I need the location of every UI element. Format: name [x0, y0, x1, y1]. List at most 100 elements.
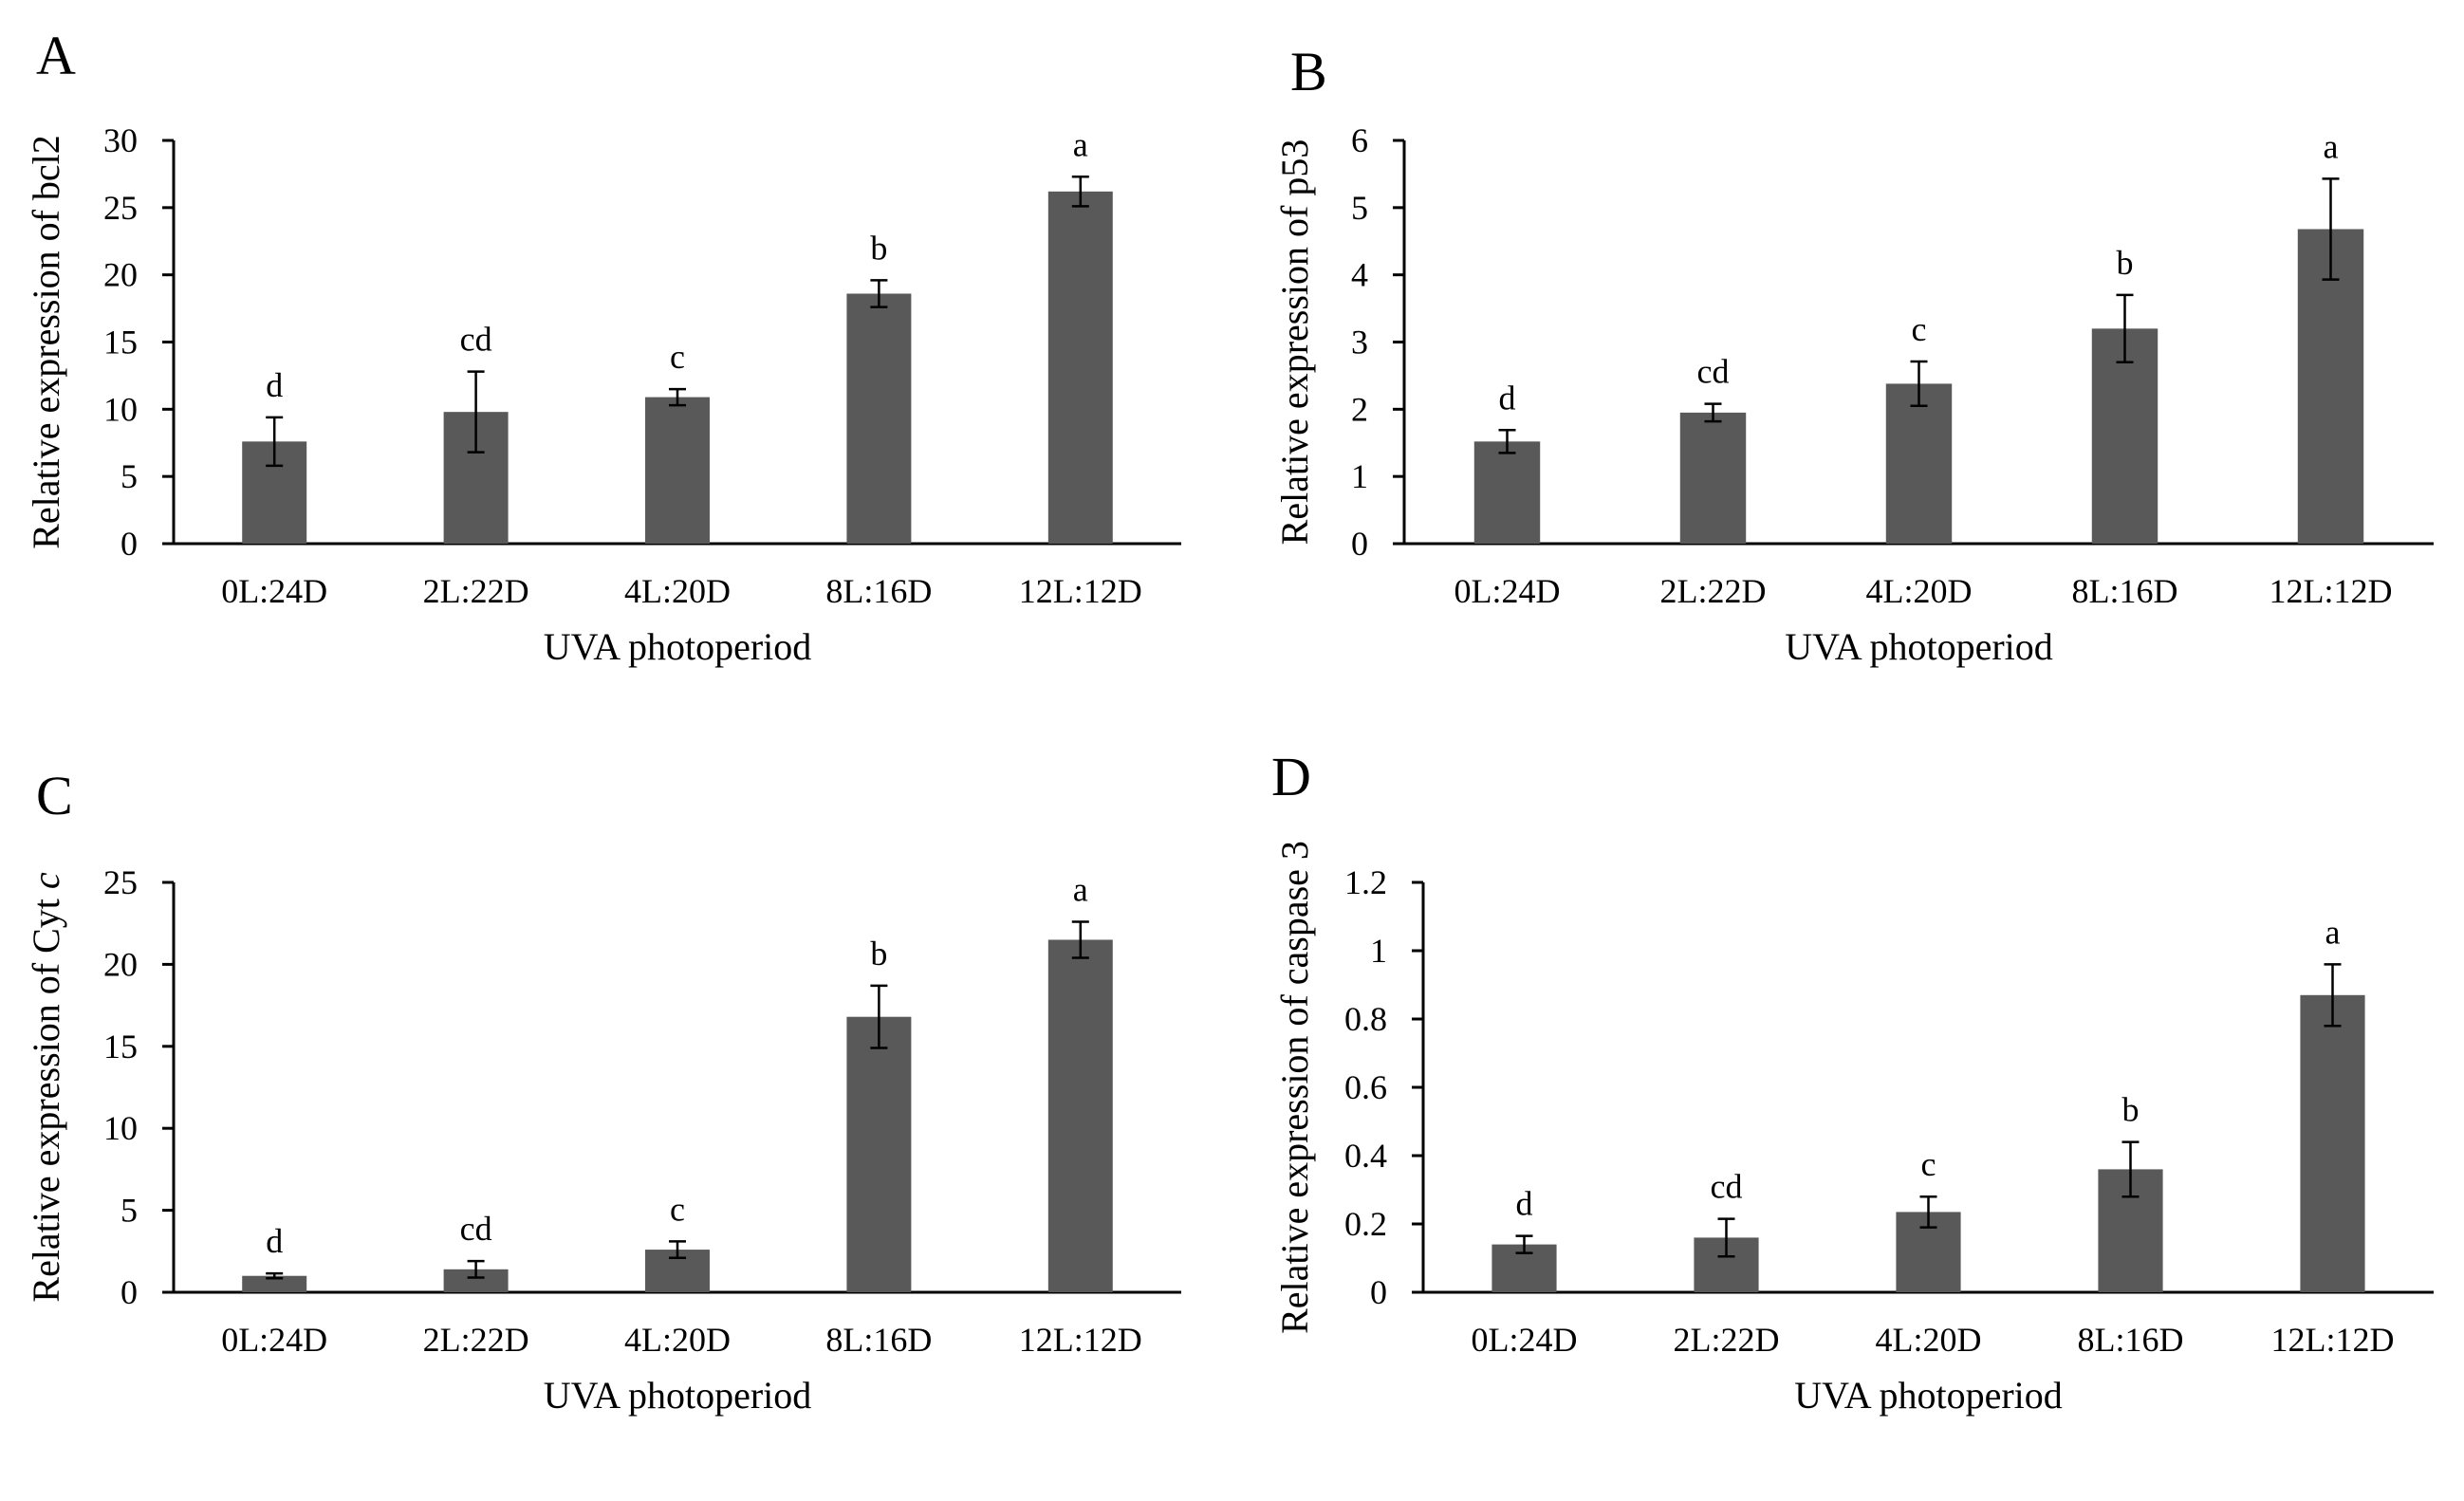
x-tick-label: 8L:16D — [2078, 1321, 2184, 1359]
y-tick-label: 25 — [103, 863, 138, 901]
y-tick-label: 6 — [1351, 121, 1368, 159]
significance-label: c — [1912, 310, 1927, 348]
x-tick-label: 4L:20D — [624, 1321, 731, 1359]
error-bar — [870, 279, 888, 308]
x-tick-label: 12L:12D — [2269, 572, 2393, 610]
panel-label: B — [1290, 41, 1327, 102]
y-tick-label: 20 — [103, 945, 138, 983]
x-tick-label: 8L:16D — [2072, 572, 2178, 610]
panel-a: A 0 5 10 15 20 25 30 d 0L:24D cd 2L:22D c 4L:20D b 8L:1… — [25, 25, 1181, 668]
y-tick-label: 25 — [103, 189, 138, 227]
error-bar — [2324, 963, 2342, 1028]
significance-label: cd — [460, 1210, 492, 1248]
y-tick-label: 4 — [1351, 256, 1368, 294]
y-tick-label: 0.8 — [1344, 1000, 1387, 1038]
significance-label: a — [1073, 870, 1088, 908]
significance-label: c — [670, 338, 685, 376]
error-bar — [669, 387, 686, 407]
x-tick-label: 4L:20D — [1866, 572, 1973, 610]
panel-c: C 0 5 10 15 20 25 d 0L:24D cd 2L:22D c 4L:20D b 8L:16D… — [25, 765, 1181, 1417]
y-tick-label: 30 — [103, 121, 138, 159]
significance-label: cd — [1711, 1168, 1743, 1206]
significance-label: a — [2324, 127, 2339, 165]
panel-label: D — [1271, 746, 1311, 807]
bar — [242, 1275, 307, 1292]
significance-label: b — [2117, 244, 2134, 282]
bar — [1047, 191, 1113, 545]
error-bar — [1071, 920, 1089, 959]
error-bar — [1498, 429, 1516, 454]
y-tick-label: 0 — [120, 525, 138, 563]
x-tick-label: 12L:12D — [1019, 572, 1142, 610]
significance-label: cd — [460, 321, 492, 359]
x-tick-label: 2L:22D — [1660, 572, 1767, 610]
y-axis-title-italic: c — [25, 872, 67, 889]
panel-b: B 0 1 2 3 4 5 6 d 0L:24D cd 2L:22D c 4L:20D b 8L:16D a 12… — [1273, 41, 2434, 668]
error-bar — [467, 1259, 485, 1279]
bar — [2297, 229, 2364, 544]
x-tick-label: 8L:16D — [825, 572, 932, 610]
error-bar — [870, 984, 888, 1049]
significance-label: c — [1921, 1145, 1936, 1183]
bar — [645, 397, 710, 544]
y-tick-label: 5 — [120, 457, 138, 495]
y-tick-label: 1 — [1370, 932, 1387, 970]
error-bar — [266, 416, 284, 468]
y-tick-label: 0.4 — [1344, 1137, 1387, 1175]
error-bar — [669, 1240, 686, 1259]
y-tick-label: 15 — [103, 1028, 138, 1066]
y-tick-label: 3 — [1351, 324, 1368, 361]
error-bar — [266, 1271, 284, 1280]
x-tick-label: 0L:24D — [1454, 572, 1561, 610]
bar — [1047, 939, 1113, 1292]
x-axis-title: UVA photoperiod — [544, 1374, 812, 1417]
error-bar — [467, 370, 485, 454]
bar — [846, 1016, 912, 1292]
bar — [2300, 994, 2365, 1292]
y-tick-label: 5 — [1351, 189, 1368, 227]
significance-label: a — [2325, 913, 2341, 951]
y-axis-title: Relative expression of caspase 3 — [1273, 841, 1316, 1334]
y-tick-label: 0.6 — [1344, 1068, 1387, 1106]
significance-label: c — [670, 1190, 685, 1228]
y-tick-label: 10 — [103, 390, 138, 428]
error-bar — [2322, 177, 2340, 281]
bar — [846, 293, 912, 544]
x-tick-label: 12L:12D — [2271, 1321, 2395, 1359]
significance-label: d — [266, 366, 283, 404]
y-tick-label: 2 — [1351, 390, 1368, 428]
y-tick-label: 0 — [1351, 525, 1368, 563]
significance-label: d — [1516, 1185, 1533, 1223]
panel-label: C — [36, 765, 73, 826]
x-tick-label: 0L:24D — [221, 1321, 327, 1359]
y-tick-label: 20 — [103, 256, 138, 294]
error-bar — [1071, 176, 1089, 208]
y-tick-label: 10 — [103, 1109, 138, 1147]
panel-label: A — [36, 25, 76, 86]
y-tick-label: 5 — [120, 1192, 138, 1230]
error-bar — [1704, 402, 1722, 423]
x-tick-label: 4L:20D — [624, 572, 731, 610]
significance-label: d — [266, 1222, 283, 1260]
x-axis-title: UVA photoperiod — [1794, 1374, 2063, 1417]
x-tick-label: 2L:22D — [423, 572, 529, 610]
x-tick-label: 4L:20D — [1876, 1321, 1982, 1359]
x-tick-label: 12L:12D — [1019, 1321, 1142, 1359]
error-bar — [2116, 293, 2134, 363]
error-bar — [1910, 360, 1928, 408]
y-axis-title: Relative expression of p53 — [1273, 139, 1316, 546]
x-tick-label: 8L:16D — [825, 1321, 932, 1359]
x-axis-title: UVA photoperiod — [1785, 625, 2053, 668]
significance-label: b — [2122, 1091, 2140, 1129]
significance-label: a — [1073, 125, 1088, 163]
bar — [1679, 412, 1747, 544]
error-bar — [1515, 1234, 1533, 1254]
x-tick-label: 2L:22D — [423, 1321, 529, 1359]
significance-label: d — [1499, 379, 1516, 417]
significance-label: cd — [1697, 353, 1730, 391]
y-tick-label: 0.2 — [1344, 1205, 1387, 1243]
y-tick-label: 0 — [120, 1273, 138, 1311]
error-bar — [2121, 1140, 2140, 1198]
y-tick-label: 1.2 — [1344, 863, 1387, 901]
